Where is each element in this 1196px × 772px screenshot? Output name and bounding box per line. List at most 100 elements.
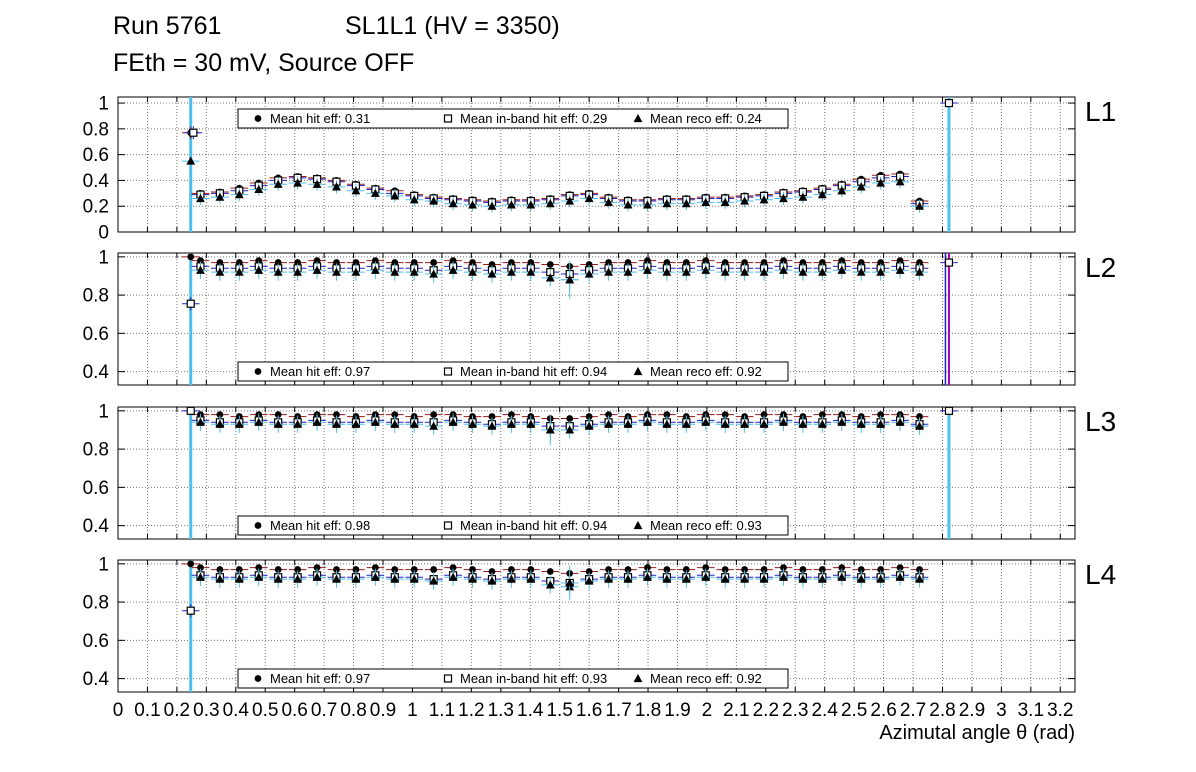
data-point [443,674,453,683]
x-tick-label: 1.9 [664,700,690,721]
data-point [215,267,225,276]
data-point [468,419,477,428]
data-point [644,564,651,572]
data-point [294,566,302,573]
data-point [487,576,497,585]
series-hit [191,564,929,577]
data-point [468,267,477,276]
data-point [720,574,730,583]
legend-entry: Mean reco eff: 0.93 [650,518,762,533]
y-tick-label: 1 [98,401,109,422]
data-point [565,425,575,434]
tick-marks [117,560,1075,692]
data-point [332,574,341,583]
panel-label: L3 [1085,406,1116,437]
data-point [196,265,205,274]
data-point [585,413,593,420]
data-point [681,199,691,208]
y-tick-label: 0.8 [83,440,109,461]
x-tick-label: 0.3 [193,700,219,721]
data-point [196,417,205,426]
data-point [430,411,438,419]
data-point [370,572,380,581]
panel-label: L1 [1085,96,1116,127]
data-point [662,199,672,208]
data-point [944,258,954,267]
data-point [312,265,322,274]
data-point [186,156,196,165]
panel-L3: 0.4 0.6 0.8 1 Mean hit eff: 0.98 Mean in-band… [83,401,1116,540]
data-point [274,566,282,573]
data-point [701,197,711,206]
data-point [798,267,808,276]
data-point [235,566,243,573]
data-point [186,299,195,308]
data-point [876,267,886,276]
x-tick-label: 0 [113,700,124,721]
data-point [187,560,195,568]
x-tick-label: 2.7 [900,700,926,721]
data-point [410,566,418,573]
data-point [487,421,497,430]
data-point [351,186,361,195]
data-point [234,419,244,428]
data-point [915,267,924,276]
data-point [944,406,954,415]
data-point [584,269,594,278]
data-point [915,421,924,430]
data-point [604,197,613,206]
x-tick-label: 2.8 [929,700,955,721]
data-point [507,200,516,209]
data-point [584,193,594,203]
x-tick-label: 2.1 [723,700,749,721]
x-tick-label: 2.9 [959,700,985,721]
data-point [856,182,866,191]
data-point [818,566,826,573]
data-point [526,419,536,428]
x-tick-label: 0.7 [311,700,337,721]
data-point [643,572,652,581]
data-point [798,192,808,201]
data-point [856,419,866,428]
data-point [351,574,361,583]
data-point [741,566,749,573]
data-point [818,411,826,419]
x-tick-label: 1.1 [429,700,455,721]
legend-entry: Mean hit eff: 0.98 [270,518,370,533]
legend-entry: Mean in-band hit eff: 0.29 [460,111,607,126]
data-point [545,425,555,434]
data-point [760,411,768,419]
legend: Mean hit eff: 0.97 Mean in-band hit eff: … [237,361,789,382]
data-point [662,419,672,428]
data-point [507,419,516,428]
data-point [254,572,264,581]
x-tick-label: 2.4 [811,700,838,721]
data-point [895,177,905,186]
legend-entry: Mean in-band hit eff: 0.94 [460,364,607,379]
data-point [584,421,594,430]
data-point [585,568,593,575]
data-point [215,419,225,428]
data-point [409,195,419,204]
data-point [429,196,439,205]
data-point [681,267,691,276]
panel-frame [117,96,1076,233]
legend: Mean hit eff: 0.98 Mean in-band hit eff: … [237,515,789,536]
data-point [876,419,886,428]
panel-L2: 0.4 0.6 0.8 1 Mean hit eff: 0.97 Mean in-band… [83,247,1116,386]
legend-entry: Mean reco eff: 0.92 [650,364,762,379]
data-point [187,253,195,261]
data-point [720,267,730,276]
x-tick-label: 3.2 [1047,700,1073,721]
data-point [633,113,643,123]
data-point [313,564,321,572]
data-point [293,574,303,583]
data-point [817,267,827,276]
data-point [944,98,954,108]
data-point [817,419,827,428]
data-point [779,572,788,581]
data-point [799,566,807,573]
y-tick-label: 1 [98,94,109,115]
data-point [254,115,262,122]
data-point [817,190,827,199]
